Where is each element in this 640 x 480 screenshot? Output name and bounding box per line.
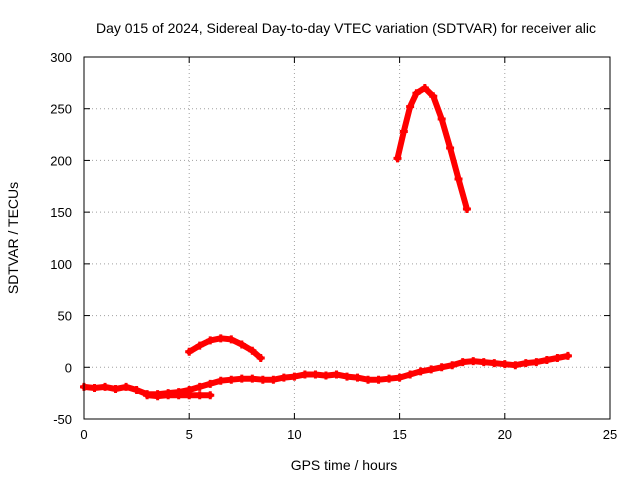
data-point <box>332 370 341 379</box>
data-point <box>511 361 520 370</box>
data-point <box>406 370 415 379</box>
y-axis-label: SDTVAR / TECUs <box>5 182 21 294</box>
data-point <box>521 359 530 368</box>
data-point <box>469 357 478 366</box>
data-point <box>206 379 215 388</box>
data-point <box>437 115 446 124</box>
data-point <box>122 382 131 391</box>
data-point <box>454 175 463 184</box>
data-point <box>237 374 246 383</box>
x-tick-label: 10 <box>287 427 301 442</box>
x-tick-label: 15 <box>392 427 406 442</box>
x-axis-ticks: 0 5 10 15 20 25 <box>80 57 617 442</box>
data-point <box>111 385 120 394</box>
data-point <box>385 374 394 383</box>
y-tick-label: 250 <box>50 102 72 117</box>
data-point <box>364 375 373 384</box>
data-point <box>256 353 265 362</box>
y-tick-label: 150 <box>50 205 72 220</box>
data-point <box>437 363 446 372</box>
data-point <box>237 340 246 349</box>
data-point <box>399 127 408 136</box>
data-point <box>206 336 215 345</box>
data-point <box>458 358 467 367</box>
x-tick-label: 5 <box>186 427 193 442</box>
data-point <box>195 391 204 400</box>
data-point <box>206 391 215 400</box>
data-point <box>353 373 362 382</box>
data-point <box>101 382 110 391</box>
data-point <box>406 102 415 111</box>
x-tick-label: 25 <box>603 427 617 442</box>
x-axis-label: GPS time / hours <box>291 457 398 473</box>
grid-lines <box>84 57 610 419</box>
data-point <box>185 347 194 356</box>
data-point <box>143 391 152 400</box>
data-point <box>90 383 99 392</box>
data-point <box>185 391 194 400</box>
chart-title: Day 015 of 2024, Sidereal Day-to-day VTE… <box>96 20 596 36</box>
y-axis-ticks: -50 0 50 100 150 200 250 300 <box>50 50 610 427</box>
series-layer <box>80 84 572 401</box>
x-tick-label: 20 <box>498 427 512 442</box>
data-point <box>479 358 488 367</box>
data-point <box>412 89 421 98</box>
data-point <box>153 392 162 401</box>
data-point <box>563 351 572 360</box>
y-tick-label: -50 <box>53 412 72 427</box>
y-tick-label: 0 <box>65 360 72 375</box>
data-point <box>462 205 471 214</box>
y-tick-label: 50 <box>58 309 72 324</box>
plot-frame <box>83 56 611 420</box>
data-point <box>164 391 173 400</box>
data-point <box>429 92 438 101</box>
data-point <box>416 367 425 376</box>
data-point <box>195 382 204 391</box>
data-point <box>227 335 236 344</box>
data-point <box>195 341 204 350</box>
data-point <box>500 360 509 369</box>
data-point <box>321 371 330 380</box>
data-point <box>300 370 309 379</box>
data-point <box>427 365 436 374</box>
data-point <box>290 372 299 381</box>
data-point <box>174 391 183 400</box>
data-point <box>132 386 141 395</box>
data-point <box>490 359 499 368</box>
data-point <box>395 373 404 382</box>
data-point <box>258 375 267 384</box>
data-point <box>248 346 257 355</box>
data-point <box>448 361 457 370</box>
data-point <box>532 358 541 367</box>
x-tick-label: 0 <box>80 427 87 442</box>
data-point <box>553 353 562 362</box>
data-point <box>311 370 320 379</box>
data-point <box>343 372 351 381</box>
data-point <box>279 373 288 382</box>
data-point <box>393 154 402 163</box>
data-point <box>420 84 429 93</box>
data-point <box>446 144 455 153</box>
data-point <box>216 376 225 385</box>
data-point <box>542 356 551 365</box>
data-point <box>248 374 257 383</box>
y-tick-label: 100 <box>50 257 72 272</box>
y-tick-label: 200 <box>50 153 72 168</box>
data-point <box>374 375 383 384</box>
data-point <box>227 375 236 384</box>
data-point <box>269 375 278 384</box>
data-point <box>216 334 225 343</box>
series-3-line <box>394 85 470 212</box>
y-tick-label: 300 <box>50 50 72 65</box>
